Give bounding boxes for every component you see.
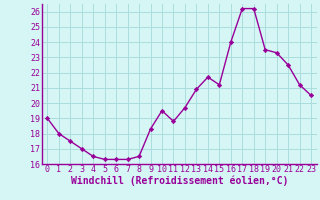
X-axis label: Windchill (Refroidissement éolien,°C): Windchill (Refroidissement éolien,°C) <box>70 176 288 186</box>
